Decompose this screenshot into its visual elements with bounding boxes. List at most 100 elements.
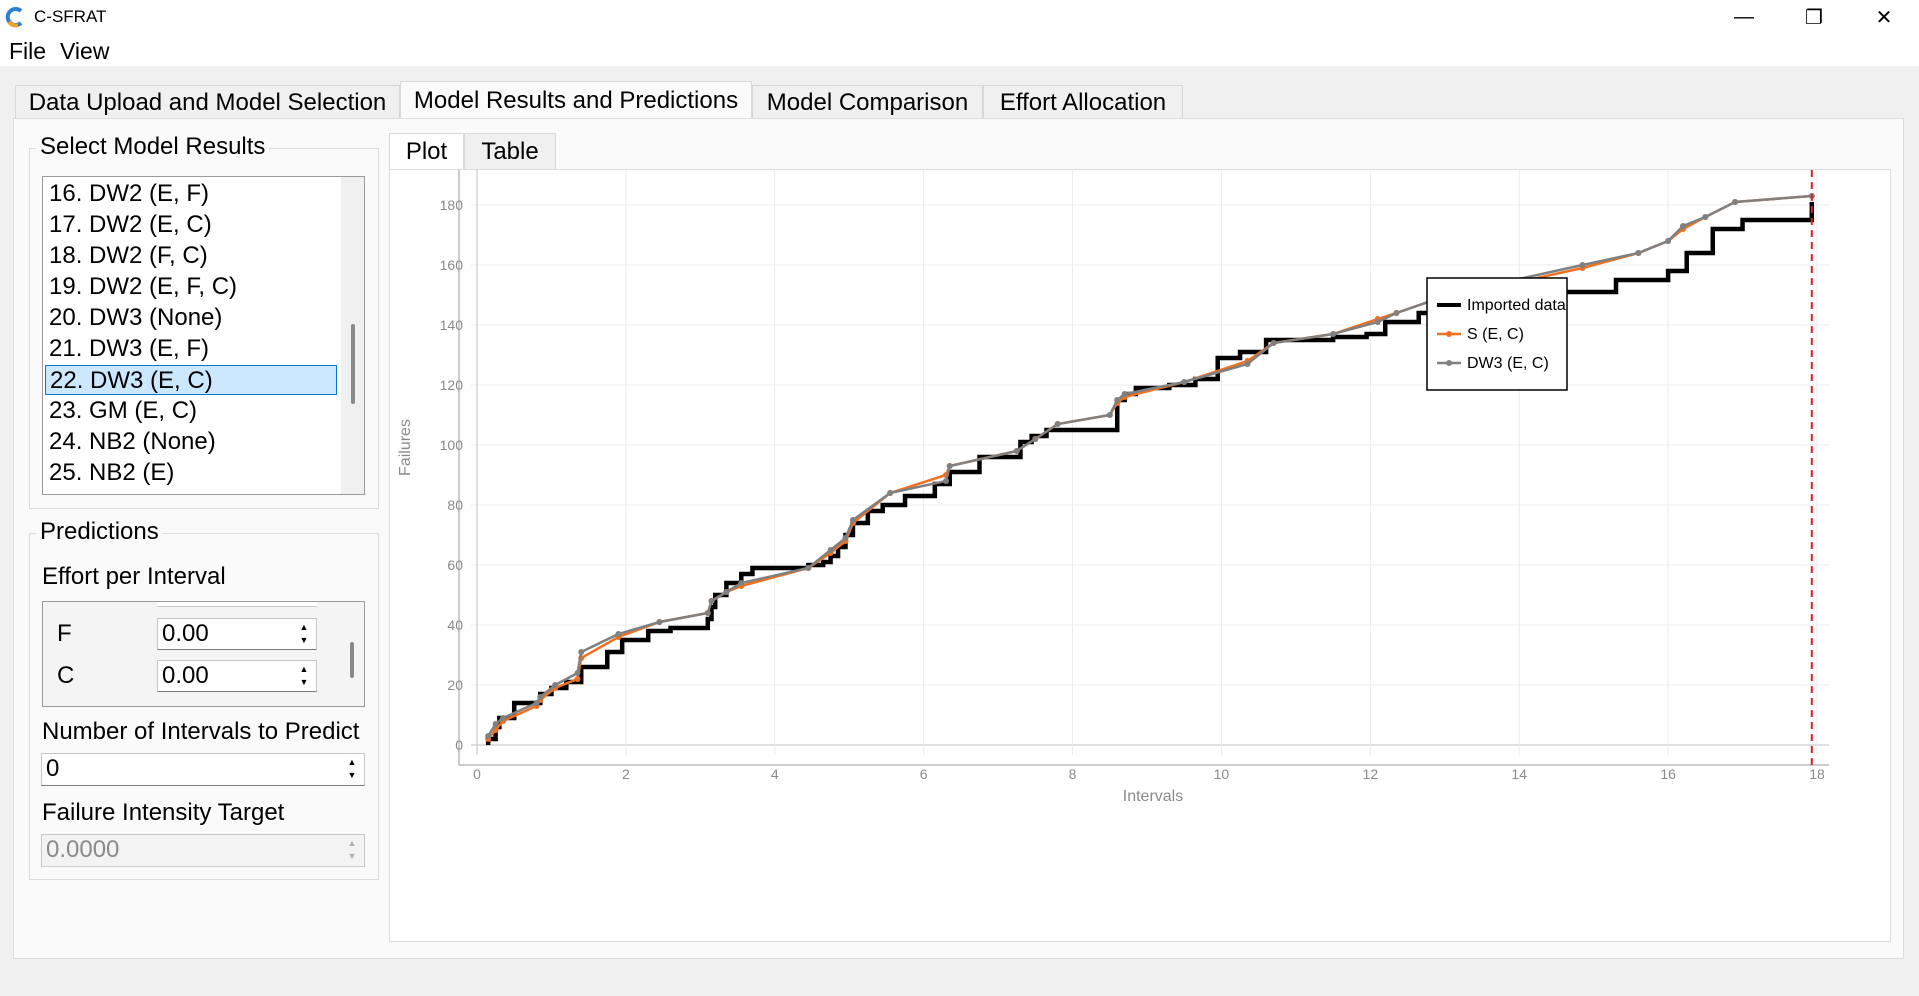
- menu-view[interactable]: View: [60, 38, 110, 64]
- series-point-2: [708, 598, 715, 604]
- list-item[interactable]: 23. GM (E, C): [49, 397, 198, 424]
- series-line-2: [487, 194, 1812, 737]
- list-item[interactable]: 21. DW3 (E, F): [49, 335, 210, 362]
- menu-file[interactable]: File: [9, 38, 47, 64]
- series-point-2: [723, 589, 730, 595]
- series-point-2: [578, 649, 585, 655]
- chart-grid: [471, 170, 1829, 755]
- series-point-2: [1244, 361, 1251, 367]
- failures-chart[interactable]: 020406080100120140160180024681012141618 …: [390, 170, 1890, 941]
- series-point-2: [656, 619, 663, 625]
- x-tick-label: 14: [1511, 766, 1527, 782]
- effort-c-value: 0.00: [162, 662, 209, 689]
- x-tick-label: 0: [473, 766, 481, 782]
- effort-inputs-box: F 0.00 ▲ ▼ C 0.00 ▲ ▼: [42, 601, 365, 707]
- y-tick-label: 100: [440, 437, 464, 453]
- tab-plot[interactable]: Plot: [389, 133, 464, 169]
- series-point-2: [704, 610, 711, 616]
- effort-f-value: 0.00: [162, 620, 209, 647]
- x-tick-label: 8: [1069, 766, 1077, 782]
- list-item[interactable]: 25. NB2 (E): [49, 459, 175, 486]
- series-point-2: [1013, 448, 1020, 454]
- app-logo-icon: [5, 7, 23, 28]
- plot-area: 020406080100120140160180024681012141618 …: [389, 169, 1891, 942]
- tab-data-upload[interactable]: Data Upload and Model Selection: [15, 85, 400, 119]
- x-tick-label: 16: [1660, 766, 1676, 782]
- spin-arrows-icon[interactable]: ▲ ▼: [299, 664, 309, 687]
- list-scrollbar[interactable]: [341, 177, 364, 494]
- tab-model-comparison[interactable]: Model Comparison: [752, 85, 983, 119]
- series-point-2: [827, 547, 834, 553]
- model-results-list[interactable]: 16. DW2 (E, F) 17. DW2 (E, C) 18. DW2 (F…: [42, 176, 365, 495]
- list-item[interactable]: 16. DW2 (E, F): [49, 180, 210, 207]
- intervals-to-predict-spinbox[interactable]: 0 ▲ ▼: [41, 753, 365, 786]
- y-tick-label: 60: [447, 557, 463, 573]
- spin-arrows-icon[interactable]: ▲ ▼: [347, 838, 357, 861]
- legend-label-s: S (E, C): [1467, 326, 1524, 343]
- tab-effort-allocation[interactable]: Effort Allocation: [983, 85, 1183, 119]
- series-point-2: [1374, 319, 1381, 325]
- x-tick-label: 4: [771, 766, 779, 782]
- intervals-to-predict-value: 0: [46, 755, 60, 782]
- effort-name-f: F: [57, 620, 72, 647]
- close-button[interactable]: ✕: [1875, 6, 1893, 29]
- series-point-2: [552, 682, 559, 688]
- predictions-group: Predictions: [29, 518, 379, 880]
- series-point-2: [1181, 379, 1188, 385]
- x-tick-label: 6: [920, 766, 928, 782]
- y-tick-label: 140: [440, 317, 464, 333]
- series-point-2: [1702, 214, 1709, 220]
- maximize-button[interactable]: ❐: [1805, 6, 1823, 29]
- effort-scroll-thumb[interactable]: [350, 642, 354, 678]
- x-tick-label: 2: [622, 766, 630, 782]
- minimize-button[interactable]: —: [1734, 5, 1754, 28]
- effort-name-c: C: [57, 662, 75, 689]
- y-tick-label: 120: [440, 377, 464, 393]
- list-item[interactable]: 20. DW3 (None): [49, 304, 223, 331]
- list-item[interactable]: 18. DW2 (F, C): [49, 242, 208, 269]
- failure-intensity-value: 0.0000: [46, 836, 120, 863]
- y-tick-label: 80: [447, 497, 463, 513]
- series-point-2: [1665, 238, 1672, 244]
- y-tick-label: 40: [447, 617, 463, 633]
- legend-label-imported: Imported data: [1467, 297, 1566, 314]
- tab-table[interactable]: Table: [464, 133, 556, 169]
- series-point-2: [1032, 436, 1039, 442]
- window-title: C-SFRAT: [34, 7, 107, 26]
- series-point-2: [1680, 223, 1686, 229]
- series-point-2: [615, 631, 622, 637]
- series-point-2: [1393, 310, 1400, 316]
- effort-c-spinbox[interactable]: 0.00 ▲ ▼: [157, 660, 317, 692]
- tab-model-results[interactable]: Model Results and Predictions: [400, 81, 752, 120]
- x-axis-label: Intervals: [1123, 788, 1183, 805]
- failure-intensity-spinbox[interactable]: 0.0000 ▲ ▼: [41, 834, 365, 867]
- y-tick-label: 160: [440, 257, 464, 273]
- list-item[interactable]: 17. DW2 (E, C): [49, 211, 212, 238]
- effort-f-spinbox[interactable]: 0.00 ▲ ▼: [157, 618, 317, 650]
- series-point-2: [1114, 397, 1121, 403]
- list-scroll-thumb[interactable]: [351, 324, 355, 404]
- list-item-selected[interactable]: 22. DW3 (E, C): [45, 365, 337, 395]
- list-item[interactable]: 24. NB2 (None): [49, 428, 216, 455]
- series-line-1: [487, 194, 1812, 740]
- x-tick-label: 12: [1363, 766, 1379, 782]
- series-point-2: [1330, 331, 1337, 337]
- series-point-2: [533, 700, 540, 706]
- series-point-2: [537, 694, 544, 700]
- spin-arrows-icon[interactable]: ▲ ▼: [299, 622, 309, 645]
- series-point-2: [1635, 250, 1642, 256]
- effort-scrollbar[interactable]: [339, 602, 364, 706]
- series-point-2: [842, 535, 849, 541]
- failure-intensity-label: Failure Intensity Target: [42, 799, 285, 826]
- chart-series: [485, 170, 1815, 765]
- series-point-2: [574, 670, 581, 676]
- list-item[interactable]: 19. DW2 (E, F, C): [49, 273, 238, 300]
- series-point-2: [887, 490, 894, 496]
- series-point-2: [849, 517, 856, 523]
- spin-arrows-icon[interactable]: ▲ ▼: [347, 757, 357, 780]
- series-point-2: [492, 721, 499, 727]
- series-point-2: [1054, 421, 1061, 427]
- series-point-1: [574, 676, 581, 682]
- y-axis-label: Failures: [397, 419, 414, 476]
- legend-marker-s: [1446, 331, 1452, 337]
